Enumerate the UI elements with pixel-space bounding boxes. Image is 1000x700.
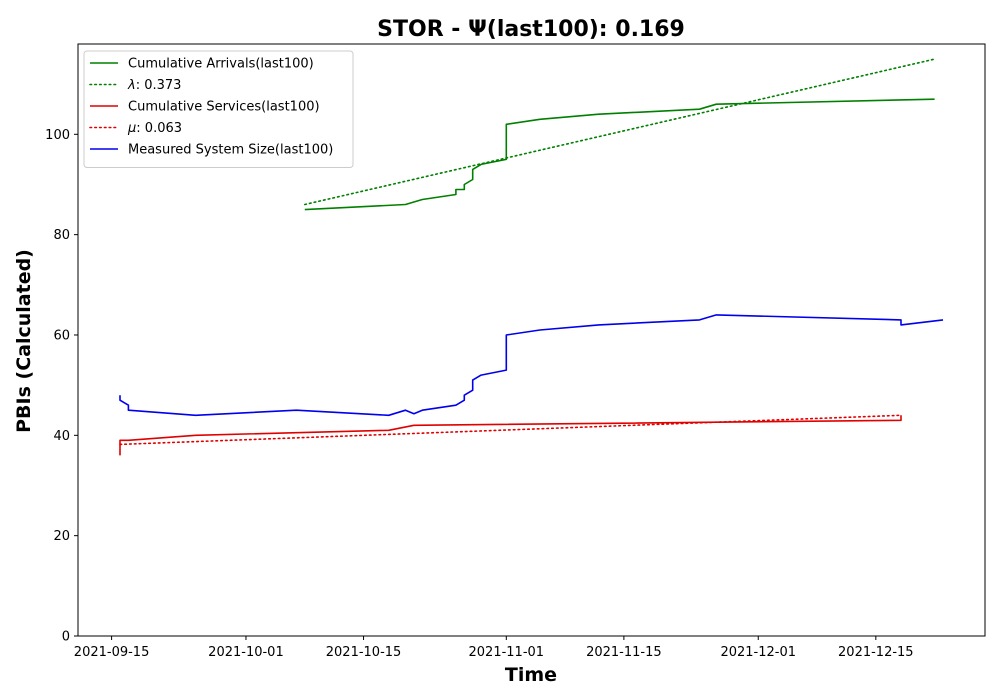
- x-tick-label: 2021-11-01: [469, 645, 545, 660]
- legend-label: λ: 0.373: [127, 78, 181, 93]
- legend-label: Cumulative Services(last100): [128, 100, 320, 115]
- legend-label: μ: 0.063: [127, 121, 182, 136]
- series-line-3: [119, 414, 902, 446]
- y-tick-label: 80: [53, 228, 70, 243]
- x-tick-label: 2021-10-01: [208, 645, 284, 660]
- series-line-0: [304, 98, 935, 211]
- x-tick-label: 2021-12-15: [838, 645, 914, 660]
- ticks-layer: 2021-09-15 2021-10-01 2021-10-15 2021-11-01…: [45, 128, 913, 660]
- legend-label-value: : 0.063: [136, 121, 182, 136]
- chart-title: STOR - Ψ(last100): 0.169: [377, 17, 685, 42]
- x-tick-label: 2021-10-15: [326, 645, 402, 660]
- series-line-2: [119, 415, 902, 456]
- y-tick-label: 60: [53, 328, 70, 343]
- legend-box: [83, 50, 354, 168]
- plot-area-frame: [77, 43, 986, 637]
- y-tick-label: 100: [45, 128, 70, 143]
- x-tick-label: 2021-11-15: [586, 645, 662, 660]
- x-tick-label: 2021-12-01: [720, 645, 796, 660]
- legend-label-symbol: μ: [127, 121, 136, 136]
- y-tick-label: 20: [53, 529, 70, 544]
- x-tick-label: 2021-09-15: [74, 645, 150, 660]
- series-line-4: [119, 314, 944, 417]
- y-axis-label: PBIs (Calculated): [13, 249, 35, 433]
- legend-label: Measured System Size(last100): [128, 143, 333, 158]
- y-tick-label: 40: [53, 429, 70, 444]
- legend: Cumulative Arrivals(last100) λ: 0.373 Cumu…: [83, 50, 354, 168]
- y-tick-label: 0: [62, 630, 70, 645]
- x-axis-label: Time: [505, 664, 557, 686]
- series-line-1: [303, 58, 936, 206]
- legend-label: Cumulative Arrivals(last100): [128, 57, 314, 72]
- legend-label-value: : 0.373: [136, 78, 182, 93]
- series-layer: [119, 58, 944, 456]
- legend-label-symbol: λ: [127, 78, 136, 93]
